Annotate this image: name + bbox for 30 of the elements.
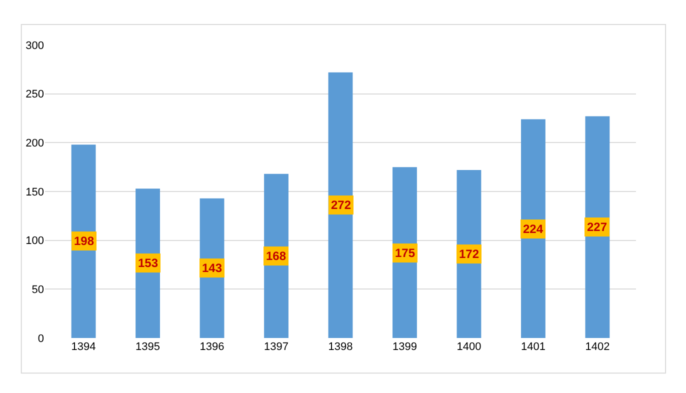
data-label: 227	[587, 220, 608, 234]
data-label: 172	[459, 247, 480, 261]
data-label: 153	[138, 256, 158, 270]
data-label: 168	[266, 249, 286, 263]
x-tick-label: 1397	[264, 341, 288, 353]
bar	[328, 72, 353, 338]
x-tick-label: 1394	[71, 341, 96, 353]
bar	[521, 119, 546, 338]
data-label: 143	[202, 261, 222, 275]
y-tick-label: 250	[26, 88, 44, 101]
data-label: 272	[331, 198, 352, 212]
y-tick-label: 150	[26, 186, 44, 198]
x-tick-label: 1399	[392, 341, 417, 353]
data-label: 175	[395, 246, 416, 260]
x-tick-label: 1400	[456, 341, 482, 353]
y-tick-label: 300	[26, 40, 44, 52]
bar	[456, 170, 482, 338]
bar	[71, 144, 96, 338]
y-tick-label: 100	[26, 235, 44, 248]
y-tick-label: 200	[26, 138, 44, 150]
x-tick-label: 1396	[200, 341, 224, 353]
x-tick-label: 1402	[585, 341, 610, 353]
x-tick-label: 1398	[328, 341, 353, 353]
data-label: 198	[74, 234, 94, 248]
x-tick-label: 1395	[136, 341, 160, 353]
data-label: 224	[523, 222, 544, 236]
bar	[585, 116, 610, 338]
y-tick-label: 0	[38, 332, 44, 345]
y-tick-label: 50	[32, 284, 44, 296]
x-tick-label: 1401	[520, 341, 546, 353]
